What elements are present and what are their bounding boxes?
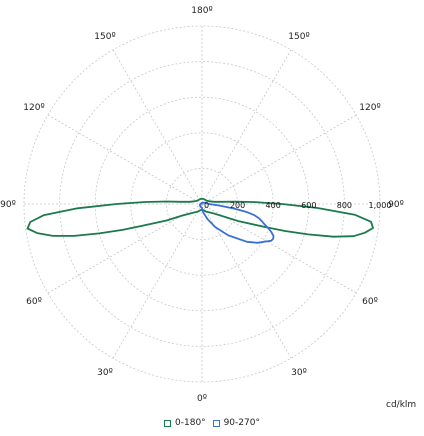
angle-label: 30º (291, 368, 307, 378)
angle-label: 90º (388, 200, 404, 210)
grid-spoke (201, 49, 292, 205)
legend-label-series-2: 90-270° (223, 418, 260, 428)
angle-label: 120º (359, 103, 380, 113)
angle-label: 60º (362, 297, 378, 307)
series-curve-1 (26, 197, 374, 238)
legend-swatch-series-2 (212, 419, 220, 427)
grid-spoke (112, 203, 203, 359)
grid-spoke (112, 49, 203, 205)
angle-label: 30º (97, 368, 113, 378)
angle-label: 150º (94, 32, 115, 42)
angle-label: 90º (0, 200, 16, 210)
legend-swatch-series-1 (164, 419, 172, 427)
angle-label: 0º (197, 394, 207, 404)
grid-ring-600 (94, 96, 310, 312)
radial-tick-label: 800 (337, 201, 352, 210)
radial-tick-label: 600 (301, 201, 316, 210)
grid-ring-800 (59, 61, 345, 347)
series-group (26, 197, 374, 244)
grid-spoke (47, 203, 203, 294)
angle-label: 150º (288, 32, 309, 42)
polar-chart: 180º 150º 120º 90º 60º 30º 0º 30º 60º 90º 120º 150º… (0, 6, 416, 410)
unit-label: cd/klm (386, 400, 416, 410)
legend-item-series-1[interactable]: 0-180° (164, 418, 206, 428)
legend-item-series-2[interactable]: 90-270° (212, 418, 260, 428)
grid-spoke (201, 114, 357, 205)
radial-tick-label: 0 (204, 201, 209, 210)
label-group: 180º 150º 120º 90º 60º 30º 0º 30º 60º 90º 120º 150º… (0, 6, 404, 404)
grid-spoke (47, 114, 203, 205)
angle-label: 60º (26, 297, 42, 307)
grid-spoke (201, 203, 292, 359)
legend: 0-180° 90-270° (0, 418, 424, 430)
radial-tick-label: 400 (266, 201, 281, 210)
angle-label: 120º (23, 103, 44, 113)
angle-label: 180º (191, 6, 212, 16)
radial-tick-label: 200 (230, 201, 245, 210)
legend-label-series-1: 0-180° (175, 418, 206, 428)
grid-spoke (201, 203, 357, 294)
radial-tick-label: 1,000 (369, 201, 392, 210)
grid-ring-200 (165, 167, 238, 240)
series-curve-2 (198, 201, 275, 244)
